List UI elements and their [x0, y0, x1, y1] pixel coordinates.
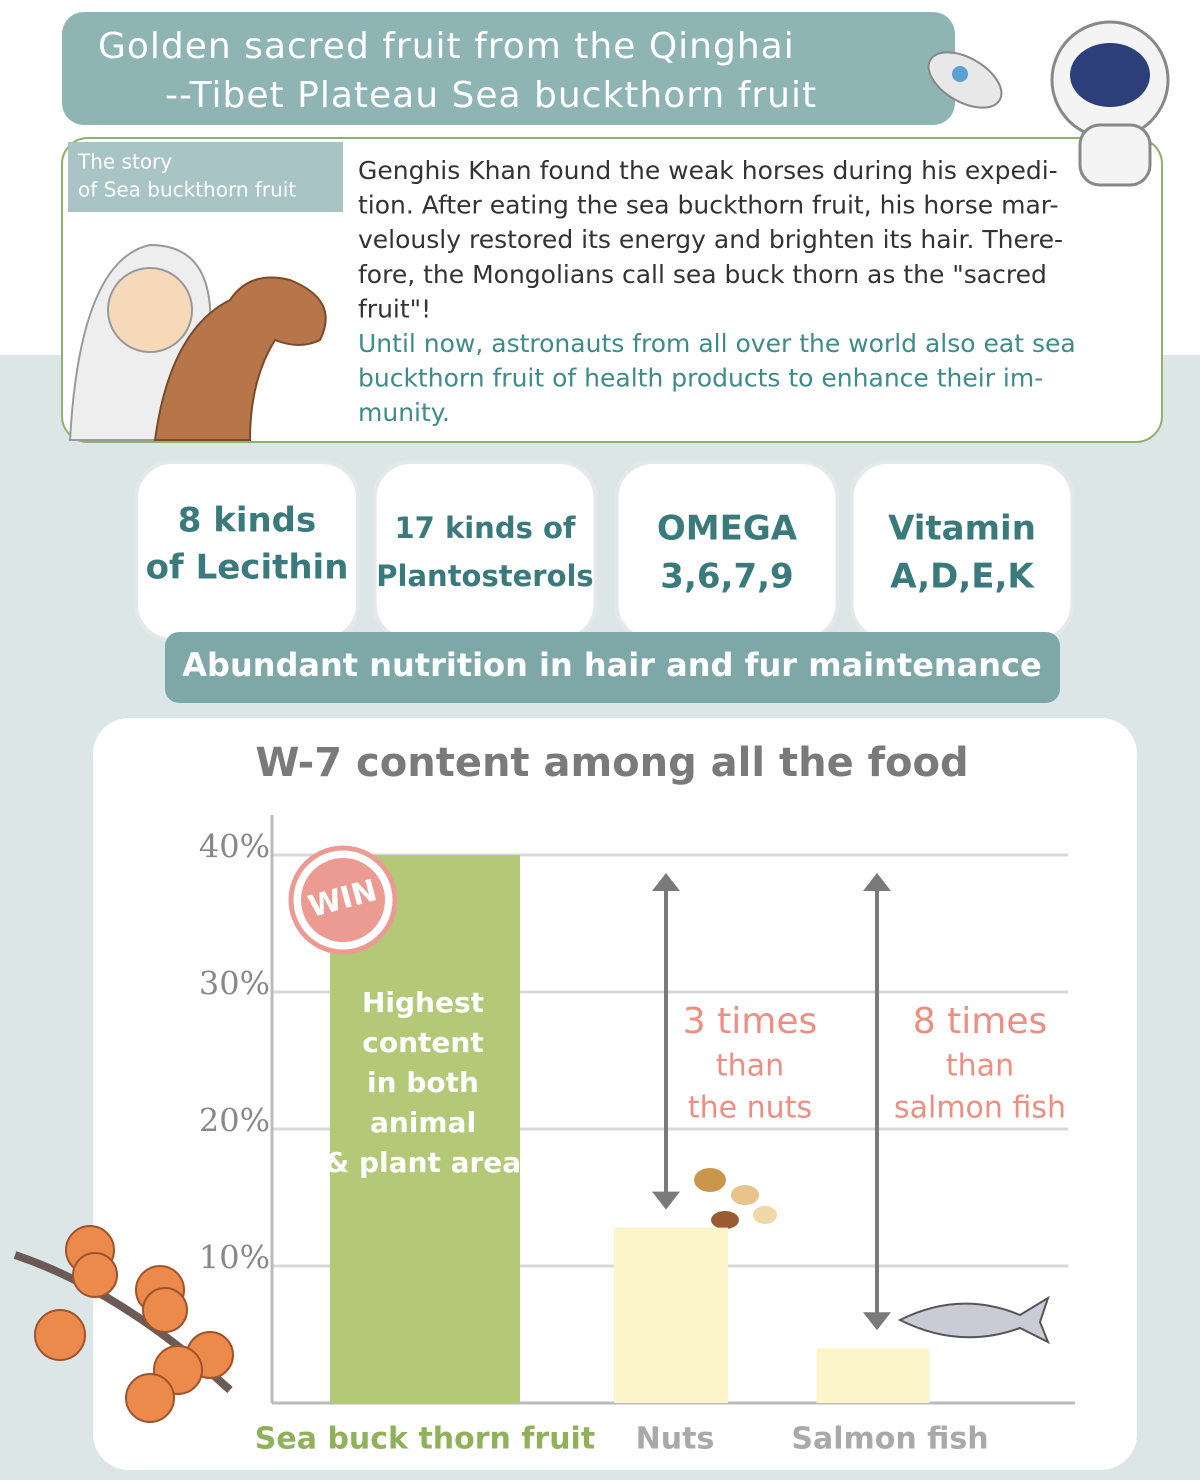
title-line: --Tibet Plateau Sea buckthorn fruit	[165, 75, 817, 116]
y-tick-label: 30%	[199, 965, 270, 1003]
comparison-note: 8 times	[913, 1001, 1047, 1042]
banner-box	[165, 632, 1060, 703]
nutrient-text: 8 kinds	[178, 501, 317, 541]
story-text: velously restored its energy and brighte…	[358, 225, 1063, 254]
story-label: of Sea buckthorn fruit	[78, 178, 296, 202]
illustration-nuts	[694, 1168, 777, 1229]
story-text: fruit"!	[358, 294, 431, 323]
banner: Abundant nutrition in hair and fur maint…	[182, 646, 1041, 684]
y-tick-label: 20%	[199, 1102, 270, 1140]
comparison-note: than	[946, 1049, 1014, 1084]
title-line: Golden sacred fruit from the Qinghai	[98, 26, 795, 67]
x-tick-label: Sea buck thorn fruit	[255, 1422, 595, 1457]
title-box	[62, 12, 955, 125]
nutrient-text: Plantosterols	[376, 559, 593, 593]
nutrient-text: OMEGA	[657, 509, 798, 549]
nutrient-text: 3,6,7,9	[660, 557, 793, 597]
bar-note: Highest	[362, 986, 484, 1019]
chart-title: W-7 content among all the food	[255, 740, 968, 786]
y-tick-label: 10%	[199, 1239, 270, 1277]
bar-note: & plant area	[325, 1146, 521, 1179]
bar-note: in both	[367, 1066, 479, 1099]
nutrient-text: Vitamin	[888, 509, 1036, 549]
comparison-note: than	[716, 1049, 784, 1084]
bar-note: animal	[370, 1106, 476, 1139]
bar	[614, 1227, 728, 1403]
story-text: Genghis Khan found the weak horses durin…	[358, 156, 1058, 185]
bar-note: content	[362, 1026, 483, 1059]
story-text: buckthorn fruit of health products to en…	[358, 364, 1043, 393]
comparison-note: salmon fish	[894, 1091, 1066, 1126]
nutrient-cards: 8 kinds of Lecithin 17 kinds of Plantostero…	[134, 460, 1075, 642]
story-text: Until now, astronauts from all over the …	[358, 329, 1076, 358]
comparison-note: the nuts	[688, 1091, 812, 1126]
comparison-note: 3 times	[683, 1001, 817, 1042]
story-box	[61, 137, 1163, 443]
illustration-berries	[13, 1225, 234, 1423]
x-tick-label: Salmon fish	[791, 1422, 988, 1457]
illustration-khan-horse	[68, 243, 327, 441]
illustration-fish	[897, 1295, 1050, 1345]
y-tick-label: 40%	[199, 828, 270, 866]
win-badge-inner	[301, 858, 385, 942]
bar	[816, 1348, 930, 1403]
story-label: The story	[77, 150, 172, 174]
x-tick-label: Nuts	[636, 1422, 715, 1457]
nutrient-text: 17 kinds of	[395, 511, 576, 545]
nutrient-text: of Lecithin	[146, 548, 349, 588]
illustration-astronaut	[1050, 20, 1170, 187]
nutrient-card	[372, 460, 598, 642]
story-text: fore, the Mongolians call sea buck thorn…	[358, 260, 1047, 289]
story-label-box	[68, 142, 343, 212]
story-text: tion. After eating the sea buckthorn fru…	[358, 191, 1059, 220]
nutrient-text: A,D,E,K	[890, 557, 1035, 597]
nutrient-card	[849, 460, 1075, 642]
story-text: munity.	[358, 398, 450, 427]
illustration-rocket	[927, 51, 1003, 109]
nutrient-card	[614, 460, 840, 642]
